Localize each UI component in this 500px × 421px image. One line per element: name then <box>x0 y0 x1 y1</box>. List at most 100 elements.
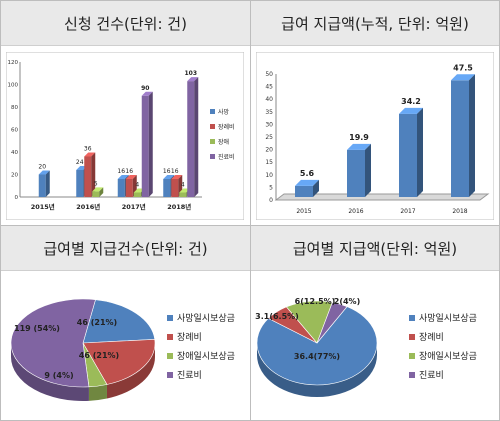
bar-data-label: 34.2 <box>401 97 421 106</box>
x-tick-label: 2018년 <box>167 202 191 211</box>
legend-label-진료비: 진료비 <box>419 370 444 381</box>
y-tick-label: 15 <box>265 159 273 166</box>
x-tick-label: 2017년 <box>122 202 146 211</box>
y-tick-label: 20 <box>11 173 18 179</box>
bar-data-label: 36 <box>84 146 92 153</box>
bar-장례비 <box>125 179 133 197</box>
panel-title-applications: 신청 건수(단위: 건) <box>1 1 250 46</box>
bar-장례비-top <box>84 152 96 157</box>
pie-slice-진료비 <box>316 302 348 344</box>
bar-사망-top <box>163 175 175 179</box>
legend-label-장애: 장애 <box>218 138 229 146</box>
y-tick-label: 80 <box>11 105 18 111</box>
bar-사망 <box>38 174 46 197</box>
bar-data-label: 16 <box>117 168 125 175</box>
legend-swatch-장애일시보상금 <box>167 353 173 359</box>
pie-slice-side-사망일시보상금 <box>257 343 377 397</box>
pie-data-label: 2(4%) <box>334 297 360 306</box>
pie-slice-side-장애일시보상금 <box>88 384 107 401</box>
bar-사망-side <box>45 170 50 197</box>
panel-title-cumulative-payment: 급여 지급액(누적, 단위: 억원) <box>251 1 499 46</box>
bar-top-2016 <box>347 143 371 150</box>
legend-label-장례비: 장례비 <box>177 332 202 343</box>
bar-top-2017 <box>399 107 423 114</box>
bar-data-label: 16 <box>125 168 133 175</box>
bar-장애 <box>133 192 141 197</box>
bar-data-label: 103 <box>184 70 197 77</box>
y-tick-label: 35 <box>265 109 273 116</box>
bar-data-label: 5.6 <box>300 169 315 178</box>
legend-swatch-진료비 <box>409 372 415 378</box>
pie-slice-사망일시보상금 <box>256 306 378 386</box>
bar-사망-top <box>117 175 129 179</box>
x-tick-label: 2015년 <box>31 202 55 211</box>
pie-data-label: 36.4(77%) <box>294 352 340 361</box>
bar-data-label: 20 <box>38 164 46 171</box>
bar-장례비 <box>84 156 92 197</box>
bar-장례비-side <box>91 152 96 197</box>
legend-label-사망일시보상금: 사망일시보상금 <box>177 313 235 324</box>
legend-label-장례비: 장례비 <box>419 332 444 343</box>
legend-swatch-사망일시보상금 <box>167 315 173 321</box>
bar-data-label: 16 <box>163 168 171 175</box>
y-tick-label: 0 <box>15 195 19 201</box>
grid-divider-horizontal <box>0 225 500 226</box>
y-tick-label: 30 <box>265 121 273 128</box>
pie-data-label: 46 (21%) <box>77 318 117 327</box>
pie-data-label: 119 (54%) <box>14 324 60 333</box>
bar-장애 <box>92 191 100 197</box>
legend-swatch-장례비 <box>167 334 173 340</box>
bar-2017 <box>399 113 417 197</box>
x-tick-label: 2016년 <box>76 202 100 211</box>
bar-진료비-top <box>141 91 153 96</box>
legend-swatch-장례비 <box>210 124 215 129</box>
payments-amount-pie-chart: 36.4(77%) 3.1(6.5%) 6(12.5%)2(4%) 사망일시보상금장례… <box>255 297 477 397</box>
pie-data-label: 3.1(6.5%) <box>255 312 299 321</box>
y-tick-label: 100 <box>8 83 19 89</box>
legend-label-진료비: 진료비 <box>218 153 235 161</box>
legend-label-사망일시보상금: 사망일시보상금 <box>419 313 477 324</box>
y-tick-label: 50 <box>265 71 273 78</box>
y-tick-label: 40 <box>265 96 273 103</box>
y-tick-label: 0 <box>269 197 273 204</box>
bar-data-label: 5 <box>94 180 98 187</box>
bar-2015 <box>295 185 313 197</box>
pie-slice-사망일시보상금 <box>82 299 156 344</box>
pie-data-label: 46 (21%) <box>79 351 119 360</box>
bar-data-label: 16 <box>171 168 179 175</box>
legend-swatch-사망일시보상금 <box>409 315 415 321</box>
x-tick-label: 2016 <box>348 208 363 215</box>
cumulative-payment-bar-chart: 0 5 10 15 20 25 30 35 40 45 50 5.6 2015 19.9 2016 34.2 2… <box>256 52 494 220</box>
legend-label-장애일시보상금: 장애일시보상금 <box>419 351 477 362</box>
bar-진료비-top <box>187 77 199 82</box>
bar-사망 <box>76 170 84 197</box>
pie-slice-side-장례비 <box>106 343 155 399</box>
bar-장례비-top <box>125 175 137 179</box>
y-tick-label: 45 <box>265 84 273 91</box>
bar-장애 <box>179 192 187 197</box>
bar-장애-side <box>99 187 104 197</box>
bar-side-2016 <box>365 143 371 197</box>
panel-title-payments-amount: 급여별 지급액(단위: 억원) <box>251 226 499 271</box>
legend-swatch-진료비 <box>210 154 215 159</box>
bar-data-label: 90 <box>141 85 149 92</box>
y-tick-label: 25 <box>265 134 273 141</box>
legend-swatch-진료비 <box>167 372 173 378</box>
x-tick-label: 2015 <box>296 208 311 215</box>
bar-top-2018 <box>451 74 475 81</box>
panel-title-payments-count: 급여별 지급건수(단위: 건) <box>1 226 250 271</box>
bar-data-label: 4 <box>135 182 139 189</box>
legend-label-장애일시보상금: 장애일시보상금 <box>177 351 235 362</box>
bar-진료비 <box>187 81 195 197</box>
pie-slice-진료비 <box>10 298 96 388</box>
bar-사망 <box>163 179 171 197</box>
bar-2018 <box>451 80 469 197</box>
legend-label-장례비: 장례비 <box>218 123 235 131</box>
pie-slice-장례비 <box>82 339 156 385</box>
grid-divider-vertical <box>250 0 251 421</box>
y-tick-label: 120 <box>8 60 19 66</box>
payments-count-pie-chart: 46 (21%) 46 (21%) 9 (4%) 119 (54%) 사망일시보상금장례… <box>10 298 235 401</box>
legend-swatch-장애일시보상금 <box>409 353 415 359</box>
